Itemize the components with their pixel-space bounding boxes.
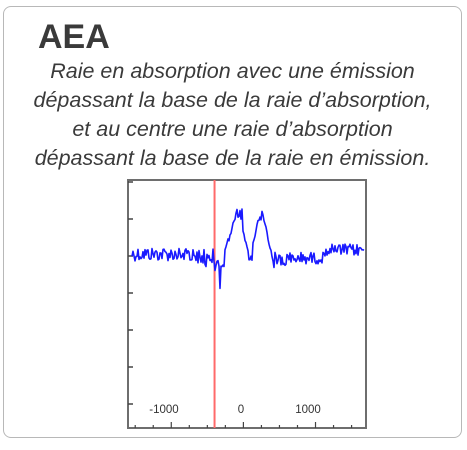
description-line-3: et au centre une raie d’absorption — [72, 117, 393, 141]
x-tick-label-3: 1000 — [295, 404, 321, 416]
y-axis-ticks — [128, 181, 133, 405]
description-line-4: dépassant la base de la raie en émission… — [34, 146, 431, 170]
description-line-1: Raie en absorption avec une émission — [50, 59, 415, 83]
x-tick-label-2: 0 — [238, 404, 244, 416]
profile-description: Raie en absorption avec une émission dép… — [4, 57, 461, 173]
description-line-2: dépassant la base de la raie d’absorptio… — [33, 88, 432, 112]
x-axis-ticks — [134, 422, 353, 428]
profile-code: AEA — [38, 18, 110, 56]
plot-frame — [127, 179, 367, 429]
spectrum-trace — [131, 208, 365, 290]
x-tick-label-1: -1000 — [149, 404, 178, 416]
spectrum-plot: -1000 0 1000 — [124, 178, 370, 432]
spectrum-svg: -1000 0 1000 — [127, 179, 367, 429]
